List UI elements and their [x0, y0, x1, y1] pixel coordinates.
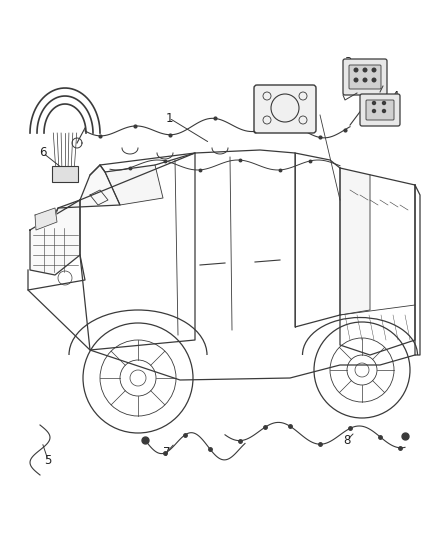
Circle shape [353, 68, 358, 72]
Polygon shape [340, 168, 370, 315]
Circle shape [363, 68, 367, 72]
FancyBboxPatch shape [349, 65, 381, 89]
Polygon shape [30, 200, 80, 275]
FancyBboxPatch shape [254, 85, 316, 133]
Text: 2: 2 [277, 88, 285, 101]
Circle shape [371, 68, 377, 72]
Text: 1: 1 [165, 111, 173, 125]
Text: 7: 7 [163, 446, 171, 458]
Text: 4: 4 [391, 91, 399, 103]
FancyBboxPatch shape [366, 100, 394, 120]
Text: 8: 8 [343, 433, 351, 447]
Circle shape [371, 77, 377, 83]
FancyBboxPatch shape [360, 94, 400, 126]
FancyBboxPatch shape [343, 59, 387, 95]
Text: 6: 6 [39, 147, 47, 159]
Polygon shape [55, 165, 120, 215]
Circle shape [372, 101, 376, 105]
Polygon shape [35, 208, 57, 230]
Circle shape [382, 101, 386, 105]
Text: 5: 5 [44, 454, 52, 466]
Circle shape [363, 77, 367, 83]
Polygon shape [105, 165, 163, 205]
Circle shape [382, 109, 386, 113]
Text: 3: 3 [344, 55, 352, 69]
Circle shape [372, 109, 376, 113]
Circle shape [353, 77, 358, 83]
FancyBboxPatch shape [52, 166, 78, 182]
